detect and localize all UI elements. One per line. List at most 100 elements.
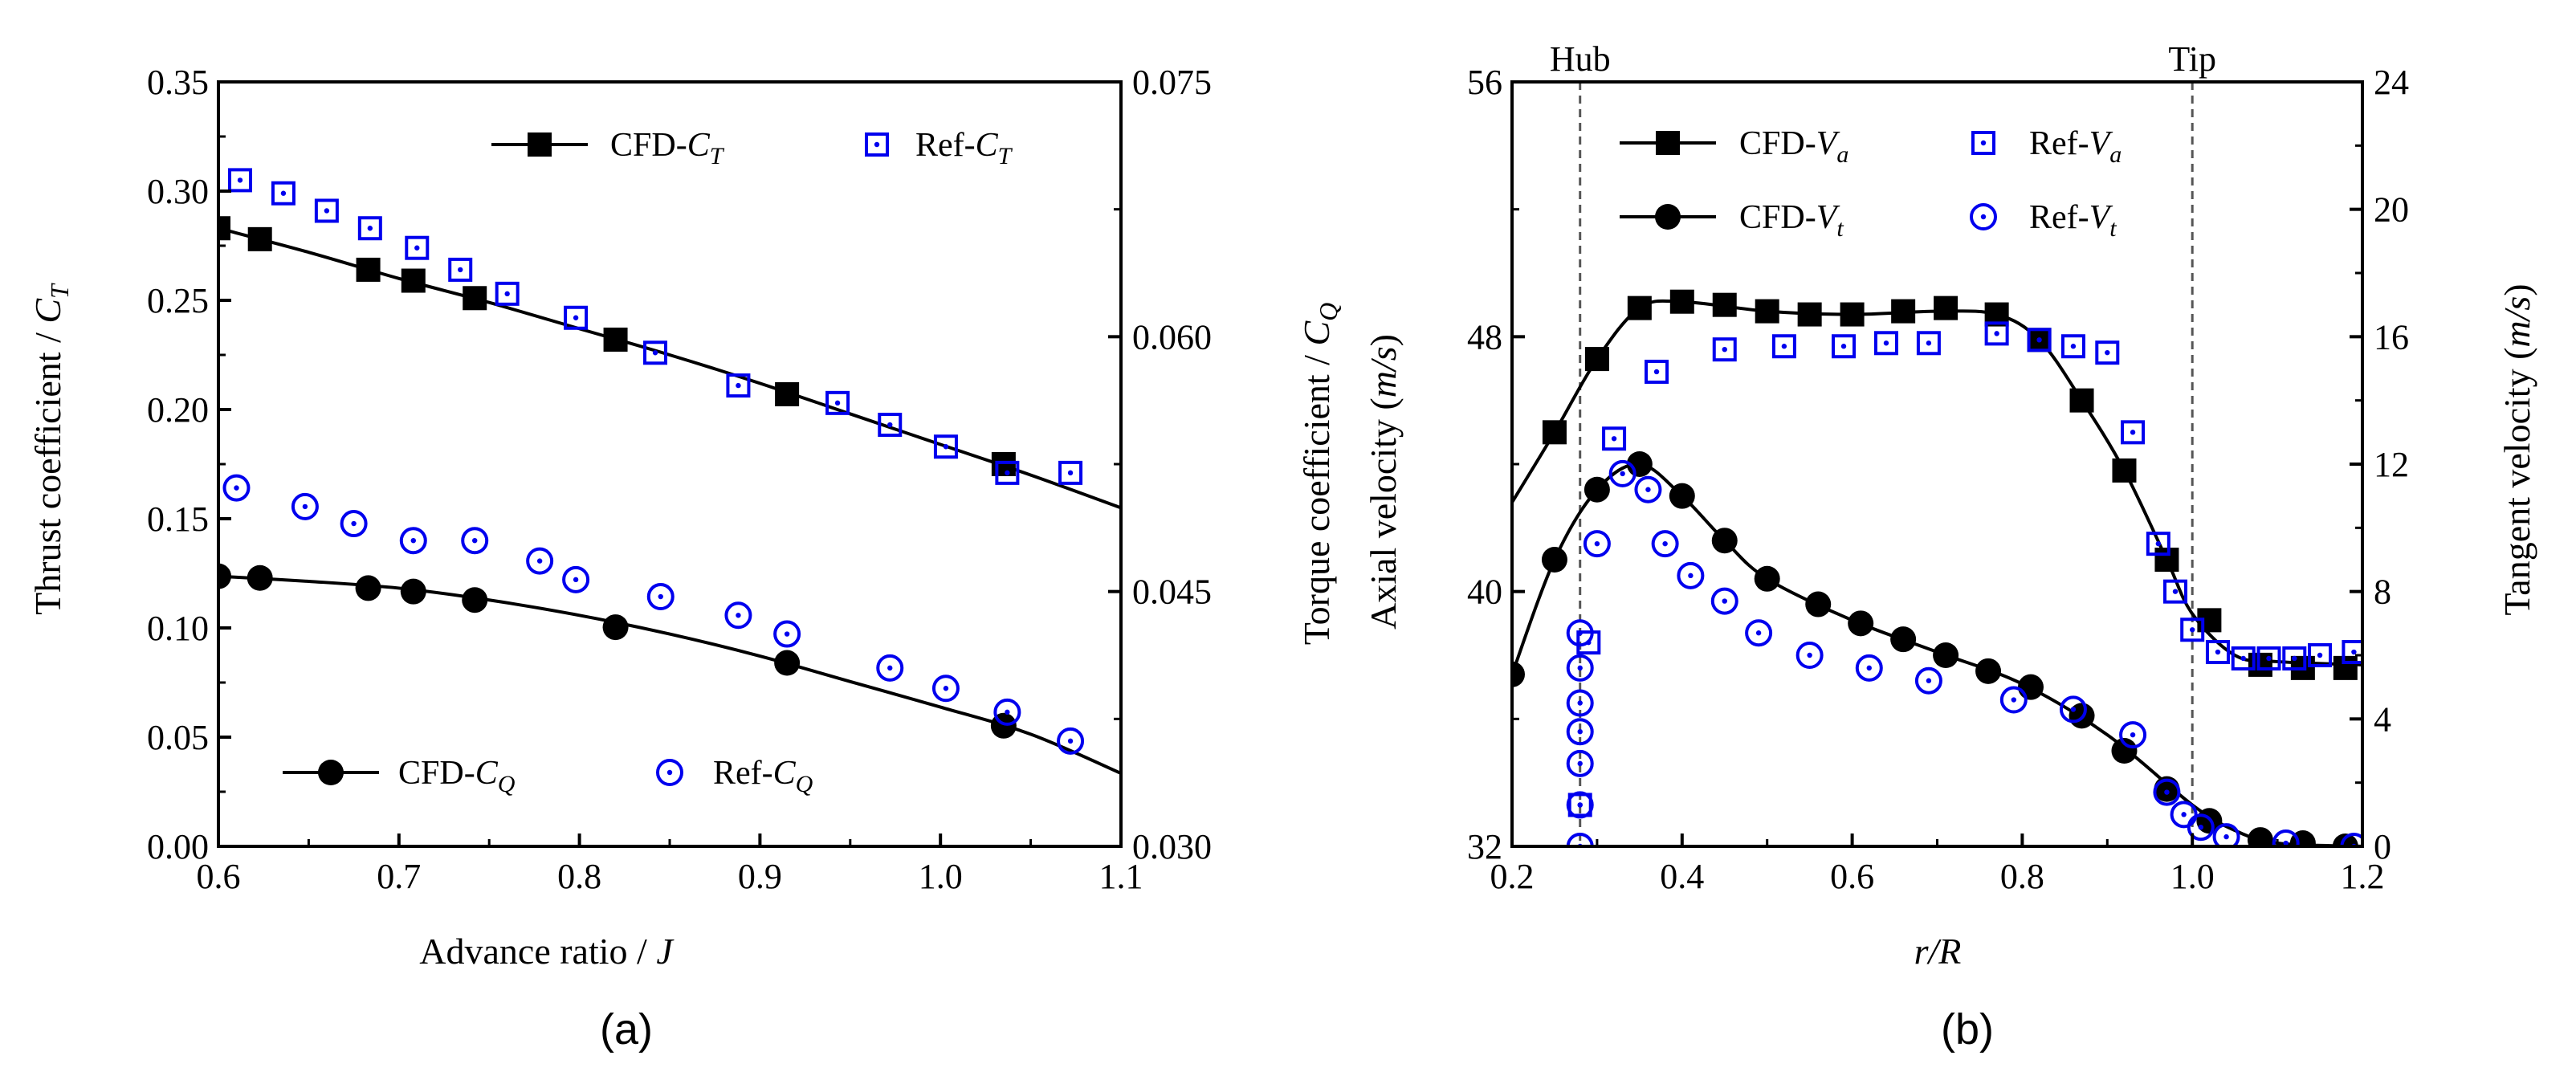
b-series-ref-v-a-point bbox=[2163, 579, 2188, 604]
b-y-right-tick-label: 16 bbox=[2374, 317, 2409, 357]
b-legend-item: CFD-Vt bbox=[1620, 199, 1844, 242]
b-legend-marker bbox=[1971, 131, 1995, 155]
axes-b: 0.2 0.4 0.6 0.8 1.0 1.23240485604812162024Hub… bbox=[1467, 39, 2409, 896]
a-series-cfd-c-t-point bbox=[775, 381, 800, 406]
a-x-tick-label: 0.8 bbox=[557, 857, 601, 896]
b-series-ref-v-a-point bbox=[1916, 331, 1941, 356]
b-series-cfd-v-t-point bbox=[1975, 658, 2002, 684]
b-series-ref-v-a-point bbox=[2121, 420, 2146, 445]
b-series-ref-v-t-point bbox=[1566, 689, 1594, 717]
b-series-cfd-v-a-point bbox=[1934, 295, 1958, 320]
b-series-ref-v-t-point bbox=[2272, 829, 2300, 846]
a-series-cfd-c-q-point bbox=[355, 575, 381, 601]
axes-a: 0.6 0.7 0.8 0.9 1.0 1.1 0.00 0.05 0.10 0.15 0.20 0.… bbox=[147, 63, 1212, 896]
a-legend-marker bbox=[318, 760, 344, 785]
b-series-cfd-v-a-point bbox=[2333, 655, 2358, 680]
b-series-ref-v-t-point bbox=[1677, 561, 1705, 589]
a-x-tick-label: 1.0 bbox=[919, 857, 963, 896]
b-series-ref-v-t-point bbox=[2153, 778, 2181, 806]
b-series-cfd-v-t-point bbox=[2111, 738, 2138, 764]
b-series-ref-v-a-point bbox=[1873, 331, 1898, 356]
a-series-cfd-c-t-point bbox=[463, 286, 487, 311]
a-legend-marker bbox=[865, 132, 889, 157]
a-series-ref-c-q-point bbox=[646, 583, 675, 611]
a-legend-label: Ref-CT bbox=[915, 127, 1013, 169]
a-series-ref-c-t-point bbox=[995, 460, 1020, 485]
a-x-tick-label: 1.1 bbox=[1099, 857, 1143, 896]
b-annotation-label: Hub bbox=[1550, 39, 1611, 79]
b-legend-item: Ref-Va bbox=[1971, 125, 2122, 168]
b-series-cfd-v-t-point bbox=[1541, 547, 1567, 573]
a-x-tick-label: 0.9 bbox=[738, 857, 782, 896]
b-legend-label: CFD-Va bbox=[1739, 125, 1848, 168]
a-y-tick-label: 0.25 bbox=[147, 281, 209, 320]
a-series-ref-c-q-point bbox=[724, 601, 752, 630]
a-series-ref-c-q-point bbox=[931, 675, 960, 703]
b-legend-marker bbox=[1970, 203, 1997, 230]
b-legend-label: Ref-Va bbox=[2029, 125, 2122, 168]
a-series-ref-c-t-point bbox=[643, 340, 668, 365]
a-series-cfd-c-t-point bbox=[401, 268, 426, 293]
a-series-ref-c-q-point bbox=[291, 492, 319, 520]
b-series-ref-v-a-point bbox=[2231, 646, 2256, 670]
b-series-ref-v-t-point bbox=[1566, 749, 1594, 777]
b-series-ref-v-t-point bbox=[1566, 654, 1594, 682]
a-series-ref-c-q-point bbox=[993, 698, 1021, 726]
a-series-ref-c-t-point bbox=[495, 281, 520, 306]
a-series-cfd-c-t-point bbox=[218, 216, 230, 241]
a-y-right-tick-label: 0.075 bbox=[1132, 63, 1212, 102]
b-x-tick-label: 0.6 bbox=[1830, 857, 1874, 896]
b-series-cfd-v-t-point bbox=[1711, 528, 1738, 554]
b-series-ref-v-a-point bbox=[1602, 426, 1627, 451]
a-y-tick-label: 0.05 bbox=[147, 718, 209, 757]
a-legend-item: Ref-CQ bbox=[656, 755, 813, 797]
b-series-ref-v-a-point bbox=[2095, 340, 2120, 365]
a-y-right-tick-label: 0.045 bbox=[1132, 573, 1212, 612]
a-series-cfd-c-t bbox=[218, 216, 1121, 510]
b-y-right-tick-label: 8 bbox=[2374, 573, 2391, 612]
chart-panel-b: 0.2 0.4 0.6 0.8 1.0 1.23240485604812162024Hub… bbox=[1363, 39, 2537, 1054]
a-series-ref-c-t-point bbox=[271, 181, 296, 206]
b-legend-item: CFD-Va bbox=[1620, 125, 1848, 168]
b-series-ref-v-a-point bbox=[1771, 334, 1796, 359]
b-series-cfd-v-t-point bbox=[1933, 642, 1959, 668]
a-y-right-tick-label: 0.060 bbox=[1132, 317, 1212, 357]
a-series-cfd-c-q bbox=[218, 563, 1121, 775]
a-y-tick-label: 0.20 bbox=[147, 390, 209, 430]
b-x-tick-label: 0.8 bbox=[2000, 857, 2044, 896]
a-legend-item: Ref-CT bbox=[865, 127, 1013, 169]
b-x-tick-label: 0.4 bbox=[1660, 857, 1704, 896]
b-legend-marker bbox=[1655, 204, 1681, 230]
a-series-cfd-c-q-point bbox=[774, 650, 801, 676]
a-legend-marker bbox=[656, 759, 683, 786]
b-series-ref-v-t-point bbox=[1634, 475, 1662, 503]
a-series-ref-c-t-point bbox=[357, 216, 382, 241]
b-series-ref-v-t-point bbox=[2212, 823, 2240, 846]
b-y-right-tick-label: 0 bbox=[2374, 827, 2391, 866]
b-series-cfd-v-a-point bbox=[2112, 458, 2137, 483]
plot-area-b bbox=[1512, 82, 2362, 846]
b-series-ref-v-a-point bbox=[2205, 640, 2230, 665]
a-legend-label: CFD-CQ bbox=[398, 755, 516, 797]
a-series-ref-c-q-point bbox=[773, 620, 801, 648]
b-legend-label: CFD-Vt bbox=[1739, 199, 1844, 242]
panel-label-b: (b) bbox=[1941, 1005, 1994, 1054]
a-legend-label: CFD-CT bbox=[610, 127, 725, 169]
b-y-tick-label: 56 bbox=[1467, 63, 1502, 102]
b-series-cfd-v-a-point bbox=[1584, 347, 1609, 372]
plot-area-a bbox=[218, 168, 1121, 775]
a-series-ref-c-t-point bbox=[448, 257, 473, 282]
a-series-ref-c-q-point bbox=[562, 565, 590, 593]
b-series-cfd-v-t-point bbox=[1584, 476, 1610, 503]
b-series-ref-v-a-point bbox=[2256, 646, 2281, 670]
b-series-cfd-v-t-point bbox=[1805, 591, 1832, 617]
b-series-ref-v-t-point bbox=[2170, 801, 2198, 829]
a-y-tick-label: 0.00 bbox=[147, 827, 209, 866]
b-series-cfd-v-a-point bbox=[1669, 289, 1694, 314]
b-series-ref-v-a-point bbox=[1832, 334, 1857, 359]
y-axis-title-b: Axial velocity (m/s) bbox=[1363, 334, 1404, 630]
b-series-ref-v-t-point bbox=[2187, 813, 2215, 842]
b-series-ref-v-t-point bbox=[1566, 791, 1594, 819]
b-y-right-tick-label: 24 bbox=[2374, 63, 2409, 102]
b-series-ref-v-t bbox=[1566, 459, 2362, 846]
